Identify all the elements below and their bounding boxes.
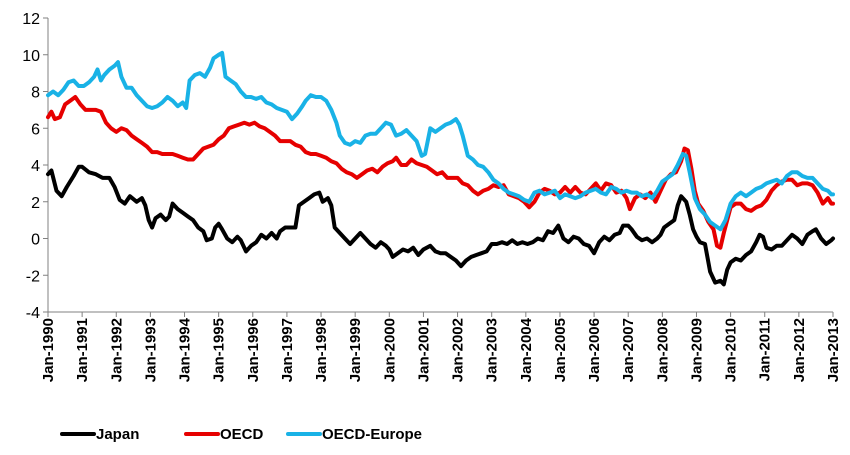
series-line-oecd	[46, 95, 835, 250]
x-tick-label: Jan-1991	[74, 318, 91, 382]
series-line-japan	[46, 164, 835, 287]
x-tick-label: Jan-1998	[313, 318, 330, 382]
x-tick-label: Jan-1996	[245, 318, 262, 382]
series-line-oecd-europe	[46, 50, 835, 232]
y-tick-label: 4	[31, 158, 40, 175]
y-tick-label: 2	[31, 195, 40, 212]
x-tick-label: Jan-2008	[654, 318, 671, 382]
y-tick-label: -2	[26, 268, 40, 285]
x-tick-label: Jan-2001	[415, 318, 432, 382]
x-tick-label: Jan-2003	[484, 318, 501, 382]
y-tick-label: -4	[26, 305, 40, 322]
x-tick-label: Jan-1990	[40, 318, 57, 382]
x-tick-label: Jan-1994	[177, 317, 194, 382]
x-tick-label: Jan-2005	[552, 318, 569, 382]
x-tick-label: Jan-2007	[620, 318, 637, 382]
y-tick-label: 8	[31, 85, 40, 102]
x-tick-label: Jan-2013	[825, 318, 842, 382]
legend: Japan OECD OECD-Europe	[60, 426, 422, 443]
x-tick-label: Jan-2011	[757, 318, 774, 381]
x-tick-label: Jan-2006	[586, 318, 603, 382]
y-tick-label: 0	[31, 232, 40, 249]
x-tick-label: Jan-1993	[142, 318, 159, 382]
x-tick-label: Jan-2012	[791, 318, 808, 382]
legend-oecd-europe-label: OECD-Europe	[322, 426, 422, 443]
legend-oecd-label: OECD	[220, 426, 264, 443]
x-tick-label: Jan-2010	[723, 318, 740, 382]
y-tick-label: 6	[31, 121, 40, 138]
y-tick-label: 12	[22, 11, 40, 28]
x-tick-label: Jan-2009	[688, 318, 705, 382]
x-tick-label: Jan-1997	[279, 318, 296, 382]
x-tick-label: Jan-2002	[450, 318, 467, 382]
x-tick-label: Jan-1995	[211, 318, 228, 382]
x-tick-label: Jan-2000	[381, 318, 398, 382]
y-tick-label: 10	[22, 48, 40, 65]
x-tick-label: Jan-1992	[108, 318, 125, 382]
x-tick-label: Jan-1999	[347, 318, 364, 382]
legend-japan-label: Japan	[96, 426, 139, 443]
x-tick-label: Jan-2004	[518, 317, 535, 382]
